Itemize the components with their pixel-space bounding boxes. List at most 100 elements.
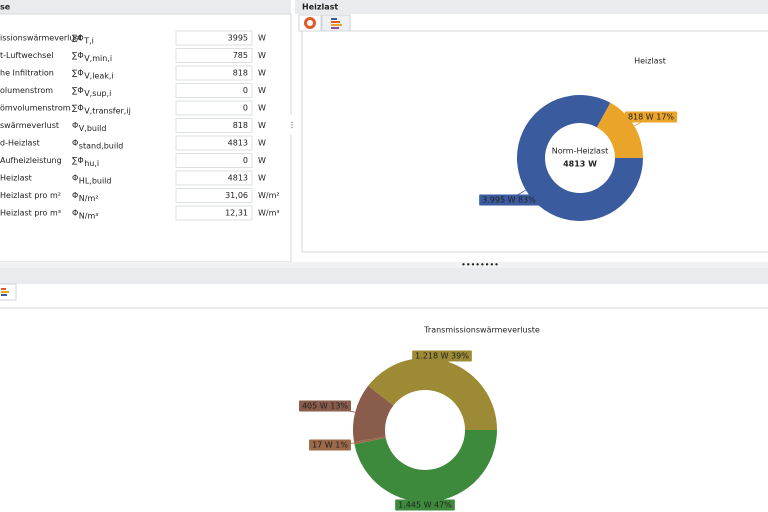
bar-icon (1, 291, 9, 293)
value-field (175, 135, 253, 151)
row-label: Heizlast (0, 174, 32, 183)
symbol-subscript: V,sup,i (84, 89, 111, 98)
splitter-grip: •••••••• (461, 261, 499, 270)
unit: W (258, 69, 266, 78)
row-label: olumenstrom (0, 86, 53, 95)
value: 3995 (228, 34, 248, 43)
donut-slice (353, 385, 394, 442)
bottom-header (0, 268, 768, 284)
value: 818 (233, 69, 248, 78)
data-label: 17 W 1% (312, 441, 348, 450)
unit: W/m² (258, 191, 280, 200)
symbol: ∑Φ (72, 34, 84, 43)
donut-slice (354, 430, 497, 502)
right-title: Heizlast (302, 3, 338, 12)
value: 4813 (228, 174, 248, 183)
symbol-subscript: hu,i (84, 159, 99, 168)
value: 0 (243, 156, 248, 165)
bar-icon (331, 18, 337, 20)
symbol: Φ (72, 121, 78, 130)
row-label: swärmeverlust (0, 121, 59, 130)
symbol: ∑Φ (72, 86, 84, 95)
unit: W (258, 104, 266, 113)
symbol: Φ (72, 139, 78, 148)
right-header (295, 0, 768, 14)
symbol-subscript: V,build (79, 124, 107, 133)
donut-slice (517, 95, 643, 222)
symbol-subscript: HL,build (79, 177, 112, 186)
bar-icon (331, 21, 340, 23)
symbol-subscript: V,transfer,ij (84, 107, 131, 116)
row-label: issionswärmeverlust (0, 34, 82, 43)
bar-icon (1, 294, 7, 296)
splitter[interactable] (290, 115, 295, 135)
donut-slice (368, 357, 497, 430)
symbol: ∑Φ (72, 69, 84, 78)
donut-slice (353, 436, 386, 445)
chart-title: Heizlast (634, 57, 666, 66)
value: 31,06 (225, 191, 248, 200)
value: 12,31 (225, 209, 248, 218)
row-label: Heizlast pro m² (0, 191, 61, 200)
data-label-box (298, 400, 352, 412)
left-header (0, 0, 291, 14)
data-label-box (624, 111, 678, 123)
separator[interactable] (0, 262, 768, 268)
unit: W (258, 34, 266, 43)
value-field (175, 83, 253, 98)
symbol-subscript: V,min,i (84, 54, 112, 63)
row-label: ömvolumenstrom (0, 104, 71, 113)
symbol: Φ (72, 191, 78, 200)
unit: W (258, 174, 266, 183)
value-field (175, 170, 253, 186)
bar-icon (331, 27, 339, 29)
data-label: 1.445 W 47% (398, 501, 452, 510)
data-label: 818 W 17% (628, 113, 674, 122)
pie-icon (304, 17, 316, 29)
symbol-subscript: stand,build (79, 142, 124, 151)
data-label: 1.218 W 39% (415, 352, 469, 361)
row-label: d-Heizlast (0, 139, 40, 148)
donut-slice (596, 102, 643, 158)
value-field (175, 205, 253, 221)
symbol: Φ (72, 174, 78, 183)
value: 0 (243, 104, 248, 113)
symbol-subscript: N/m² (79, 194, 99, 203)
value-field (175, 100, 253, 116)
row-label: Heizlast pro m³ (0, 209, 61, 218)
value-field (175, 65, 253, 81)
data-label: 405 W 13% (302, 402, 348, 411)
value: 818 (233, 121, 248, 130)
value: 785 (233, 51, 248, 60)
bar-icon (1, 288, 6, 290)
symbol: ∑Φ (72, 156, 84, 165)
data-label-box (479, 194, 539, 206)
value-field (175, 48, 253, 63)
splitter-grip: ⋮ (288, 121, 296, 130)
data-label-box (412, 350, 472, 362)
unit: W (258, 51, 266, 60)
data-label-box (395, 499, 455, 511)
center-label: Norm-Heizlast (552, 147, 609, 156)
row-label: Aufheizleistung (0, 156, 62, 165)
unit: W (258, 139, 266, 148)
symbol-subscript: V,leak,i (84, 72, 113, 81)
unit: W (258, 86, 266, 95)
value-field (175, 153, 253, 168)
row-label: t-Luftwechsel (0, 51, 53, 60)
unit: W (258, 121, 266, 130)
value: 4813 (228, 139, 248, 148)
symbol: ∑Φ (72, 104, 84, 113)
row-label: he Infiltration (0, 69, 54, 78)
value: 0 (243, 86, 248, 95)
data-label: 3.995 W 83% (482, 196, 536, 205)
unit: W (258, 156, 266, 165)
symbol: ∑Φ (72, 51, 84, 60)
left-title: se (0, 3, 11, 12)
center-value: 4813 W (563, 160, 597, 169)
bar-icon (331, 24, 342, 26)
symbol-subscript: T,i (83, 37, 94, 46)
value-field (175, 30, 253, 46)
